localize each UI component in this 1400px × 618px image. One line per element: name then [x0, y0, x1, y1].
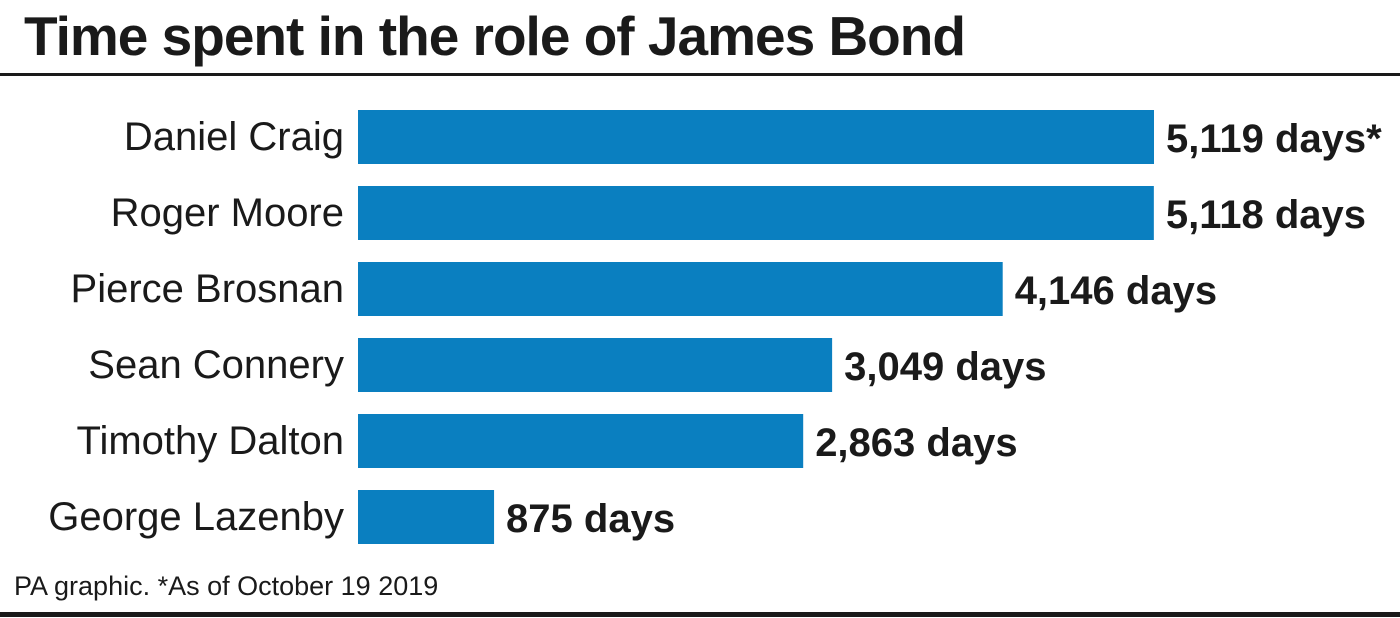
- category-label: Daniel Craig: [124, 115, 344, 159]
- value-label: 4,146 days: [1015, 269, 1217, 313]
- value-label: 875 days: [506, 497, 675, 541]
- bar: [358, 186, 1154, 240]
- bar: [358, 414, 804, 468]
- bar: [358, 110, 1154, 164]
- value-label: 3,049 days: [844, 345, 1046, 389]
- bar: [358, 262, 1003, 316]
- category-label: Roger Moore: [111, 191, 344, 235]
- category-label: Sean Connery: [88, 343, 344, 387]
- category-label: Pierce Brosnan: [71, 267, 344, 311]
- chart-title: Time spent in the role of James Bond: [24, 5, 966, 67]
- value-label: 5,118 days: [1166, 193, 1366, 237]
- category-label: Timothy Dalton: [77, 419, 345, 463]
- top-divider: [0, 73, 1400, 76]
- source-footnote: PA graphic. *As of October 19 2019: [14, 571, 439, 601]
- category-label: George Lazenby: [48, 495, 344, 539]
- bottom-divider: [0, 612, 1400, 617]
- value-label: 5,119 days*: [1166, 117, 1382, 161]
- bar: [358, 490, 495, 544]
- value-label: 2,863 days: [815, 421, 1017, 465]
- bar: [358, 338, 833, 392]
